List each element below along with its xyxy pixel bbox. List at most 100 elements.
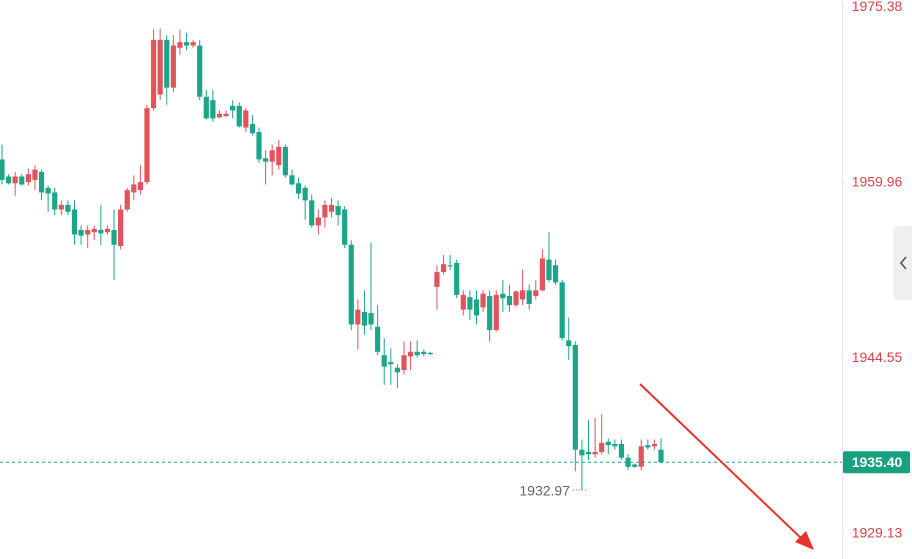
candle-body <box>493 294 499 331</box>
candle-body <box>407 351 414 357</box>
candle-body <box>342 209 348 245</box>
candle <box>520 269 526 306</box>
candle <box>355 299 361 350</box>
candle-body <box>157 39 163 95</box>
candle-body <box>322 204 328 218</box>
candle-body <box>460 294 466 310</box>
candle <box>348 240 354 331</box>
candle-body <box>282 146 288 176</box>
candle <box>546 232 552 283</box>
candle <box>493 290 499 332</box>
low-marker-label: 1932.97 <box>519 483 570 499</box>
candle-body <box>164 39 170 88</box>
candle-body <box>487 296 493 331</box>
candle <box>249 114 256 136</box>
candle <box>269 144 275 176</box>
last-price-tag <box>843 451 910 474</box>
candle <box>375 305 381 356</box>
candle <box>118 204 124 250</box>
candle-body <box>216 113 223 118</box>
candle-body <box>203 96 209 119</box>
candle-body <box>104 228 111 233</box>
candle-body <box>315 217 321 226</box>
candle <box>322 200 328 228</box>
candle-body <box>236 105 242 127</box>
candle-body <box>328 204 335 212</box>
candle <box>414 340 420 358</box>
candle <box>579 439 585 490</box>
candle-body <box>414 351 420 356</box>
candle <box>210 89 216 122</box>
candle <box>368 242 374 331</box>
candle <box>533 280 539 300</box>
candle <box>71 200 78 245</box>
candle-body <box>19 176 25 185</box>
candle <box>585 420 592 460</box>
candle-body <box>45 187 51 194</box>
candle <box>137 165 143 195</box>
candle-body <box>612 444 618 447</box>
candle <box>315 209 321 235</box>
candle-body <box>289 175 295 185</box>
candle <box>612 439 618 450</box>
candle <box>592 417 598 458</box>
candle <box>150 29 157 111</box>
candle-body <box>599 442 605 452</box>
candle <box>236 102 242 128</box>
candle-body <box>592 451 598 455</box>
candle <box>183 33 190 51</box>
candle-body <box>401 355 407 371</box>
candle <box>58 200 64 216</box>
candle <box>243 108 249 133</box>
candle-body <box>78 229 84 236</box>
candle <box>480 290 486 312</box>
candle-body <box>625 457 631 467</box>
candle <box>342 206 348 249</box>
candle <box>394 364 400 389</box>
candle-body <box>533 290 539 297</box>
candle-body <box>658 449 664 463</box>
candle <box>197 39 203 101</box>
candle <box>440 255 447 275</box>
candle <box>552 259 559 285</box>
candle <box>276 140 282 170</box>
candle-body <box>25 174 31 183</box>
last-price-label: 1935.40 <box>852 454 903 470</box>
candle <box>572 341 578 472</box>
candle-body <box>223 113 229 117</box>
candle-body <box>243 110 249 128</box>
side-toggle-bg[interactable] <box>893 226 912 300</box>
candle-body <box>144 108 150 183</box>
candle-body <box>480 293 486 308</box>
candle-body <box>65 204 71 212</box>
candle <box>190 39 196 48</box>
candle <box>309 194 315 228</box>
candle <box>434 265 440 310</box>
y-tick-label: 1975.38 <box>852 0 903 14</box>
arrow-line <box>639 383 804 541</box>
candle-body <box>269 150 275 162</box>
candle-body <box>0 159 5 180</box>
candle-body <box>579 449 585 456</box>
side-toggle[interactable] <box>893 226 912 300</box>
arrow-head <box>795 531 814 550</box>
candle-body <box>440 264 447 273</box>
candle-body <box>473 299 480 316</box>
candle-body <box>183 42 190 46</box>
candle-body <box>295 183 302 194</box>
side-toggle-icon[interactable] <box>899 256 907 270</box>
candle <box>599 414 605 455</box>
candle-body <box>118 209 124 246</box>
candle-body <box>38 171 45 193</box>
candle-body <box>585 451 592 455</box>
candle-body <box>375 326 381 352</box>
candle <box>605 438 611 455</box>
candle-body <box>12 176 18 184</box>
candle-body <box>605 441 611 446</box>
candle <box>401 341 407 375</box>
candle <box>388 348 394 385</box>
candle <box>32 165 38 191</box>
candle-body <box>85 229 91 235</box>
candle <box>460 290 466 316</box>
